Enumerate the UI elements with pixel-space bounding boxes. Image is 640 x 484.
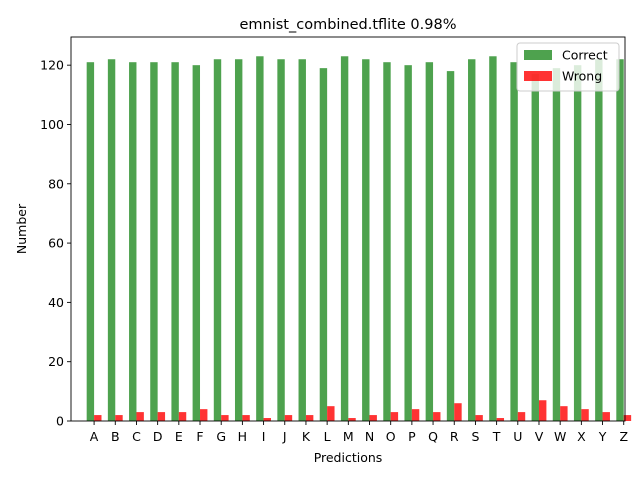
y-tick-label: 20 — [48, 354, 64, 369]
bar-correct-F — [192, 65, 201, 422]
x-tick-label: Y — [598, 429, 607, 444]
x-tick-label: M — [343, 429, 354, 444]
x-tick-label: W — [554, 429, 566, 444]
bar-wrong-D — [157, 412, 166, 421]
bar-correct-T — [489, 56, 497, 422]
bar-correct-W — [552, 68, 561, 421]
legend-label-wrong: Wrong — [562, 69, 602, 84]
bar-correct-E — [171, 62, 179, 421]
x-tick-label: C — [132, 429, 141, 444]
bar-correct-O — [383, 62, 391, 421]
bar-correct-R — [446, 71, 455, 421]
bar-wrong-X — [581, 409, 589, 421]
x-tick-label: D — [153, 429, 163, 444]
bar-correct-S — [468, 59, 476, 422]
bar-wrong-N — [369, 415, 377, 421]
bar-wrong-P — [411, 409, 420, 421]
bar-correct-M — [340, 56, 349, 422]
x-tick-label: Q — [428, 429, 438, 444]
bar-wrong-K — [305, 415, 314, 421]
bar-wrong-A — [94, 415, 102, 421]
axes-layer: 0 20 40 60 80 100 120 A B C D E F G H I J K L M N O P Q R S T U V W X Y… — [40, 36, 628, 444]
x-tick-label: N — [365, 429, 374, 444]
bar-wrong-S — [475, 415, 483, 421]
bar-wrong-I — [263, 418, 271, 421]
x-tick-label: E — [175, 429, 183, 444]
bar-correct-Q — [425, 62, 434, 421]
y-tick-label: 100 — [40, 117, 64, 132]
bar-wrong-M — [348, 418, 356, 421]
x-tick-label: I — [262, 429, 266, 444]
x-tick-label: J — [282, 429, 287, 444]
bar-correct-H — [234, 59, 243, 422]
y-tick-label: 0 — [56, 414, 64, 429]
bar-wrong-E — [178, 412, 187, 421]
bar-wrong-Q — [433, 412, 441, 421]
x-tick-label: P — [408, 429, 416, 444]
bar-wrong-F — [200, 409, 208, 421]
bar-correct-D — [150, 62, 158, 421]
bar-correct-P — [404, 65, 412, 422]
x-tick-label: S — [471, 429, 479, 444]
bar-correct-A — [86, 62, 95, 421]
bar-correct-V — [531, 74, 539, 421]
y-tick-label: 60 — [48, 236, 64, 251]
bar-correct-U — [510, 62, 518, 421]
legend-swatch-correct — [524, 50, 552, 60]
x-tick-label: G — [216, 429, 226, 444]
x-tick-label: A — [90, 429, 99, 444]
x-tick-label: X — [577, 429, 586, 444]
bar-wrong-R — [454, 403, 462, 421]
legend: Correct Wrong — [516, 42, 620, 92]
bar-correct-G — [213, 59, 222, 422]
bars-layer — [86, 56, 632, 422]
y-tick-label: 80 — [48, 176, 64, 191]
bar-wrong-V — [538, 400, 547, 421]
legend-swatch-wrong — [524, 71, 552, 81]
bar-correct-L — [319, 68, 328, 421]
bar-wrong-O — [390, 412, 399, 421]
x-tick-label: L — [324, 429, 331, 444]
y-axis-label: Number — [14, 203, 29, 254]
x-tick-label: H — [238, 429, 247, 444]
bar-wrong-C — [136, 412, 144, 421]
x-tick-label: Z — [619, 429, 628, 444]
bar-wrong-W — [560, 406, 568, 421]
bar-correct-I — [256, 56, 264, 422]
bar-correct-C — [129, 62, 137, 421]
bar-correct-X — [573, 65, 582, 422]
x-tick-label: O — [386, 429, 396, 444]
chart-title: emnist_combined.tflite 0.98% — [239, 17, 456, 33]
bar-wrong-T — [496, 418, 505, 421]
bar-wrong-U — [517, 412, 526, 421]
bar-correct-J — [277, 59, 285, 422]
x-tick-label: U — [513, 429, 522, 444]
bar-wrong-Z — [623, 415, 632, 421]
bar-correct-Z — [616, 59, 624, 422]
bar-correct-N — [362, 59, 370, 422]
bar-correct-Y — [595, 59, 603, 422]
bar-wrong-H — [242, 415, 250, 421]
bar-wrong-L — [327, 406, 335, 421]
bar-wrong-Y — [602, 412, 610, 421]
x-tick-label: R — [450, 429, 459, 444]
y-tick-label: 120 — [40, 58, 64, 73]
bar-wrong-B — [115, 415, 123, 421]
x-tick-label: F — [196, 429, 203, 444]
bar-wrong-G — [221, 415, 229, 421]
x-axis-label: Predictions — [314, 450, 383, 465]
x-tick-label: T — [492, 429, 501, 444]
x-tick-label: V — [535, 429, 544, 444]
bar-correct-K — [298, 59, 306, 422]
x-tick-label: B — [111, 429, 120, 444]
bar-correct-B — [107, 59, 116, 422]
x-tick-label: K — [302, 429, 311, 444]
legend-label-correct: Correct — [562, 48, 608, 63]
y-tick-label: 40 — [48, 295, 64, 310]
bar-wrong-J — [284, 415, 293, 421]
